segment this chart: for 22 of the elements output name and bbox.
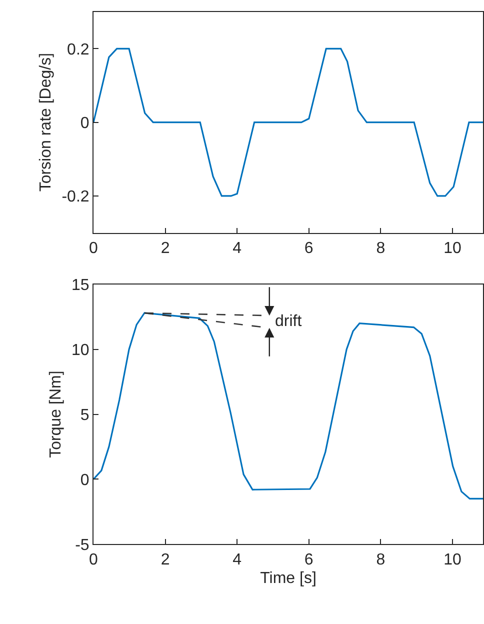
y-tick-label: 10 [72,342,90,359]
y-tick-label: 5 [80,406,90,424]
x-tick-label: 10 [444,551,462,568]
x-tick-label: 8 [376,240,386,258]
y-axis-title: Torsion rate [Deg/s] [38,52,55,192]
x-axis-title: Time [s] [260,570,316,588]
y-tick-label: 15 [72,277,90,294]
x-tick-label: 4 [232,240,242,258]
y-tick-label: 0 [80,472,90,489]
x-tick-label: 6 [304,551,314,568]
x-tick-label: 4 [232,551,242,568]
x-tick-label: 2 [160,551,170,568]
annotation: drift [275,313,302,330]
y-axis-title: Torque [Nm] [47,370,64,458]
y-tick-label: -0.2 [62,188,90,206]
x-tick-label: 8 [376,551,386,568]
y-tick-label: 0.2 [67,41,90,58]
y-tick-label: 0 [80,114,90,132]
y-tick-label: -5 [75,536,90,554]
x-tick-label: 10 [444,240,462,258]
x-tick-label: 2 [160,240,170,258]
x-tick-label: 6 [304,240,314,258]
